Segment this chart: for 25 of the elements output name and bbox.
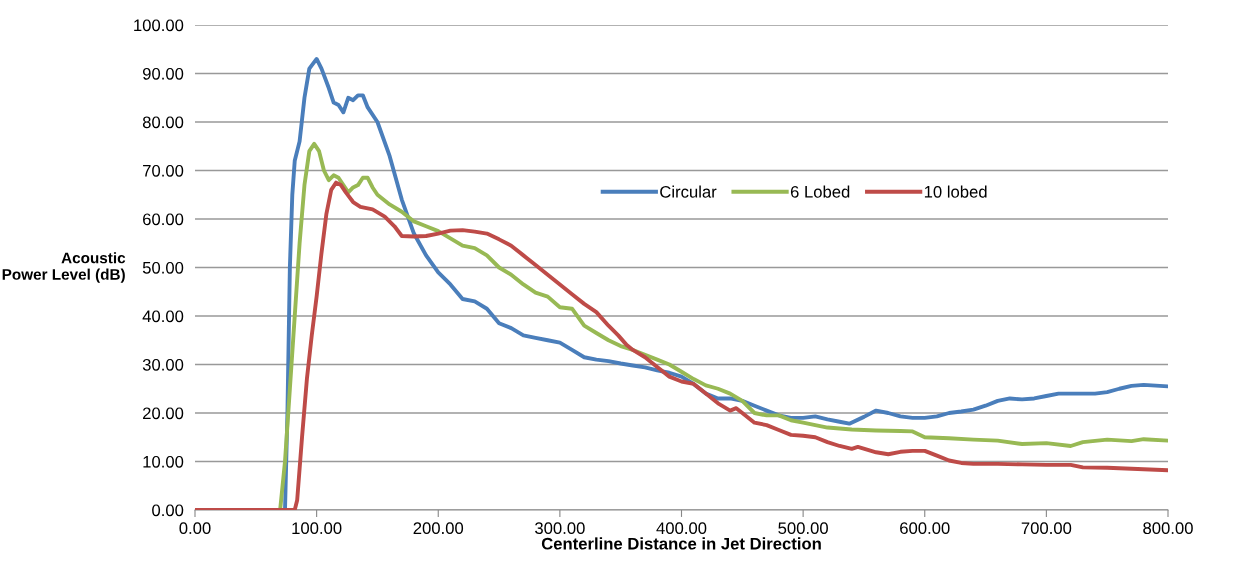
y-tick-label: 20.00 — [143, 407, 184, 420]
x-tick-label: 600.00 — [900, 522, 950, 535]
legend-label: 6 Lobed — [790, 185, 850, 198]
y-tick-label: 10.00 — [143, 455, 184, 468]
x-tick-label: 0.00 — [179, 522, 211, 535]
x-tick-label: 400.00 — [656, 522, 707, 535]
x-tick-label: 200.00 — [413, 522, 464, 535]
x-tick-label: 800.00 — [1143, 522, 1193, 535]
x-axis-title: Centerline Distance in Jet Direction — [541, 537, 821, 550]
y-tick-label: 50.00 — [142, 261, 184, 274]
y-tick-label: 70.00 — [143, 164, 184, 177]
legend-label: 10 lobed — [924, 185, 987, 198]
y-tick-label: 100.00 — [134, 19, 184, 32]
x-tick-label: 100.00 — [292, 522, 342, 535]
legend-label: Circular — [660, 185, 717, 198]
y-tick-label: 90.00 — [142, 67, 184, 80]
y-tick-label: 80.00 — [142, 116, 184, 129]
y-tick-label: 40.00 — [142, 310, 184, 323]
x-tick-label: 500.00 — [778, 522, 828, 535]
y-axis-title: Acoustic Power Level (dB) — [2, 252, 126, 283]
y-tick-label: 60.00 — [143, 213, 184, 226]
y-tick-label: 0.00 — [152, 504, 184, 517]
y-tick-label: 30.00 — [142, 358, 184, 371]
x-tick-label: 300.00 — [535, 522, 585, 535]
x-tick-label: 700.00 — [1021, 522, 1072, 535]
